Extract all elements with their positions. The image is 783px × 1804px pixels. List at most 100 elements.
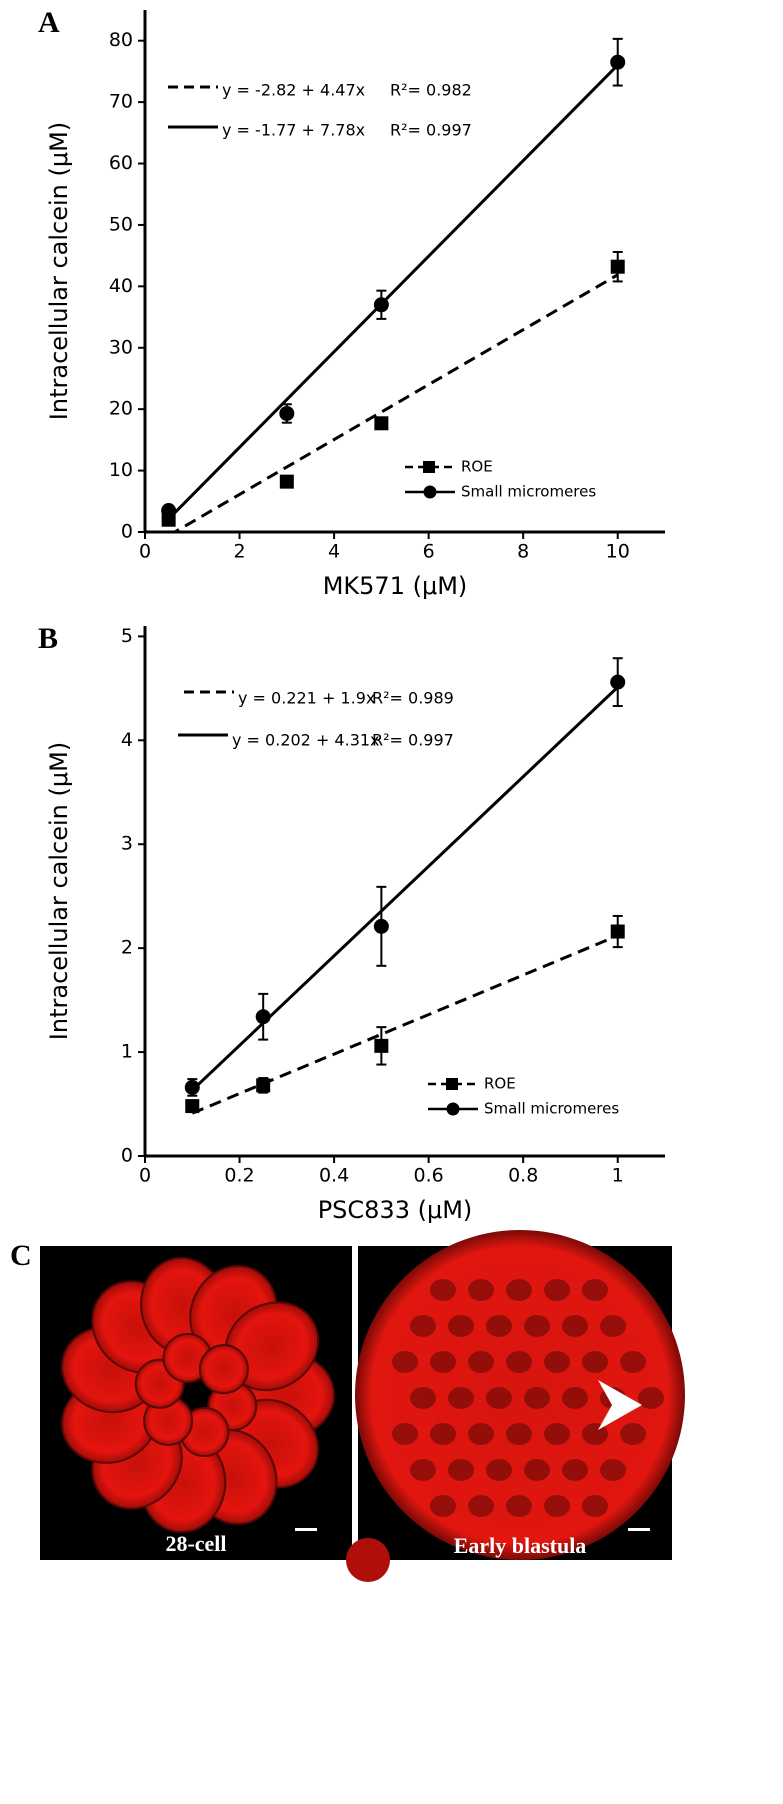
legend-marker — [423, 461, 435, 473]
image-divider — [352, 1246, 358, 1560]
marker — [255, 1009, 271, 1025]
marker — [161, 503, 177, 519]
marker — [374, 1038, 389, 1053]
nucleus — [544, 1351, 570, 1373]
nucleus — [468, 1423, 494, 1445]
x-axis-label: PSC833 (μM) — [318, 1196, 473, 1224]
nucleus — [620, 1423, 646, 1445]
x-axis-label: MK571 (μM) — [323, 572, 468, 600]
marker — [185, 1099, 200, 1114]
image-label: 28-cell — [165, 1531, 226, 1556]
y-tick-label: 4 — [121, 729, 133, 751]
legend-label: Small micromeres — [484, 1100, 619, 1118]
y-tick-label: 10 — [109, 459, 133, 481]
nucleus — [562, 1387, 588, 1409]
fit-r2: R²= 0.997 — [390, 121, 472, 140]
nucleus — [392, 1351, 418, 1373]
arrowhead — [598, 1380, 642, 1430]
nucleus — [582, 1423, 608, 1445]
marker — [279, 474, 294, 489]
x-tick-label: 0 — [139, 541, 151, 563]
nucleus — [524, 1459, 550, 1481]
marker — [184, 1079, 200, 1095]
embryo-blastula — [346, 1230, 685, 1582]
x-tick-label: 0.6 — [414, 1165, 444, 1187]
legend-marker — [446, 1102, 460, 1116]
nucleus — [468, 1495, 494, 1517]
x-tick-label: 0.2 — [224, 1165, 254, 1187]
marker — [374, 416, 389, 431]
marker — [610, 674, 626, 690]
nucleus — [486, 1387, 512, 1409]
y-tick-label: 2 — [121, 937, 133, 959]
nucleus — [448, 1459, 474, 1481]
y-axis-label: Intracellular calcein (μM) — [45, 742, 73, 1040]
y-tick-label: 80 — [109, 29, 133, 51]
fit-equation: y = 0.202 + 4.31x — [232, 731, 380, 750]
y-tick-label: 30 — [109, 336, 133, 358]
x-tick-label: 0.8 — [508, 1165, 538, 1187]
legend-marker — [446, 1078, 458, 1090]
y-tick-label: 5 — [121, 625, 133, 647]
fit-r2: R²= 0.997 — [372, 731, 454, 750]
marker — [610, 54, 626, 70]
marker — [373, 918, 389, 934]
nucleus — [430, 1495, 456, 1517]
x-tick-label: 6 — [423, 541, 435, 563]
image-label: Early blastula — [454, 1533, 587, 1558]
nucleus — [468, 1351, 494, 1373]
nucleus — [582, 1279, 608, 1301]
y-tick-label: 0 — [121, 1145, 133, 1167]
fit-equation: y = 0.221 + 1.9x — [238, 689, 375, 708]
y-tick-label: 70 — [109, 91, 133, 113]
legend-label: Small micromeres — [461, 483, 596, 501]
x-tick-label: 1 — [612, 1165, 624, 1187]
nucleus — [506, 1279, 532, 1301]
nucleus — [638, 1387, 664, 1409]
panel-label: C — [10, 1239, 32, 1272]
scale-bar — [295, 1528, 317, 1531]
nucleus — [524, 1315, 550, 1337]
x-tick-label: 8 — [517, 541, 529, 563]
x-tick-label: 4 — [328, 541, 340, 563]
nucleus — [544, 1423, 570, 1445]
nucleus — [448, 1387, 474, 1409]
marker — [610, 924, 625, 939]
marker — [279, 405, 295, 421]
nucleus — [410, 1387, 436, 1409]
nucleus — [506, 1351, 532, 1373]
microscopy-panel: 28-cell Early blastula C — [10, 1230, 685, 1582]
nucleus — [524, 1387, 550, 1409]
marker — [373, 297, 389, 313]
nucleus — [392, 1423, 418, 1445]
y-tick-label: 0 — [121, 521, 133, 543]
legend-label: ROE — [484, 1075, 516, 1093]
fit-line — [167, 64, 619, 521]
fit-r2: R²= 0.989 — [372, 689, 454, 708]
x-tick-label: 2 — [233, 541, 245, 563]
nucleus — [448, 1315, 474, 1337]
fit-r2: R²= 0.982 — [390, 81, 472, 100]
nucleus — [430, 1423, 456, 1445]
fit-line — [171, 273, 619, 532]
y-tick-label: 60 — [109, 152, 133, 174]
legend-marker — [423, 485, 437, 499]
nucleus — [468, 1279, 494, 1301]
nucleus — [506, 1423, 532, 1445]
y-tick-label: 40 — [109, 275, 133, 297]
legend-label: ROE — [461, 458, 493, 476]
nucleus — [486, 1315, 512, 1337]
nucleus — [430, 1351, 456, 1373]
panel-label: A — [38, 6, 60, 39]
nucleus — [582, 1495, 608, 1517]
x-tick-label: 10 — [606, 541, 630, 563]
x-tick-label: 0.4 — [319, 1165, 349, 1187]
embryo-28-cell — [61, 1257, 335, 1533]
nucleus — [582, 1351, 608, 1373]
nucleus — [410, 1459, 436, 1481]
marker — [610, 259, 625, 274]
nucleus — [600, 1315, 626, 1337]
nucleus — [620, 1351, 646, 1373]
scale-bar — [628, 1528, 650, 1531]
nucleus — [410, 1315, 436, 1337]
